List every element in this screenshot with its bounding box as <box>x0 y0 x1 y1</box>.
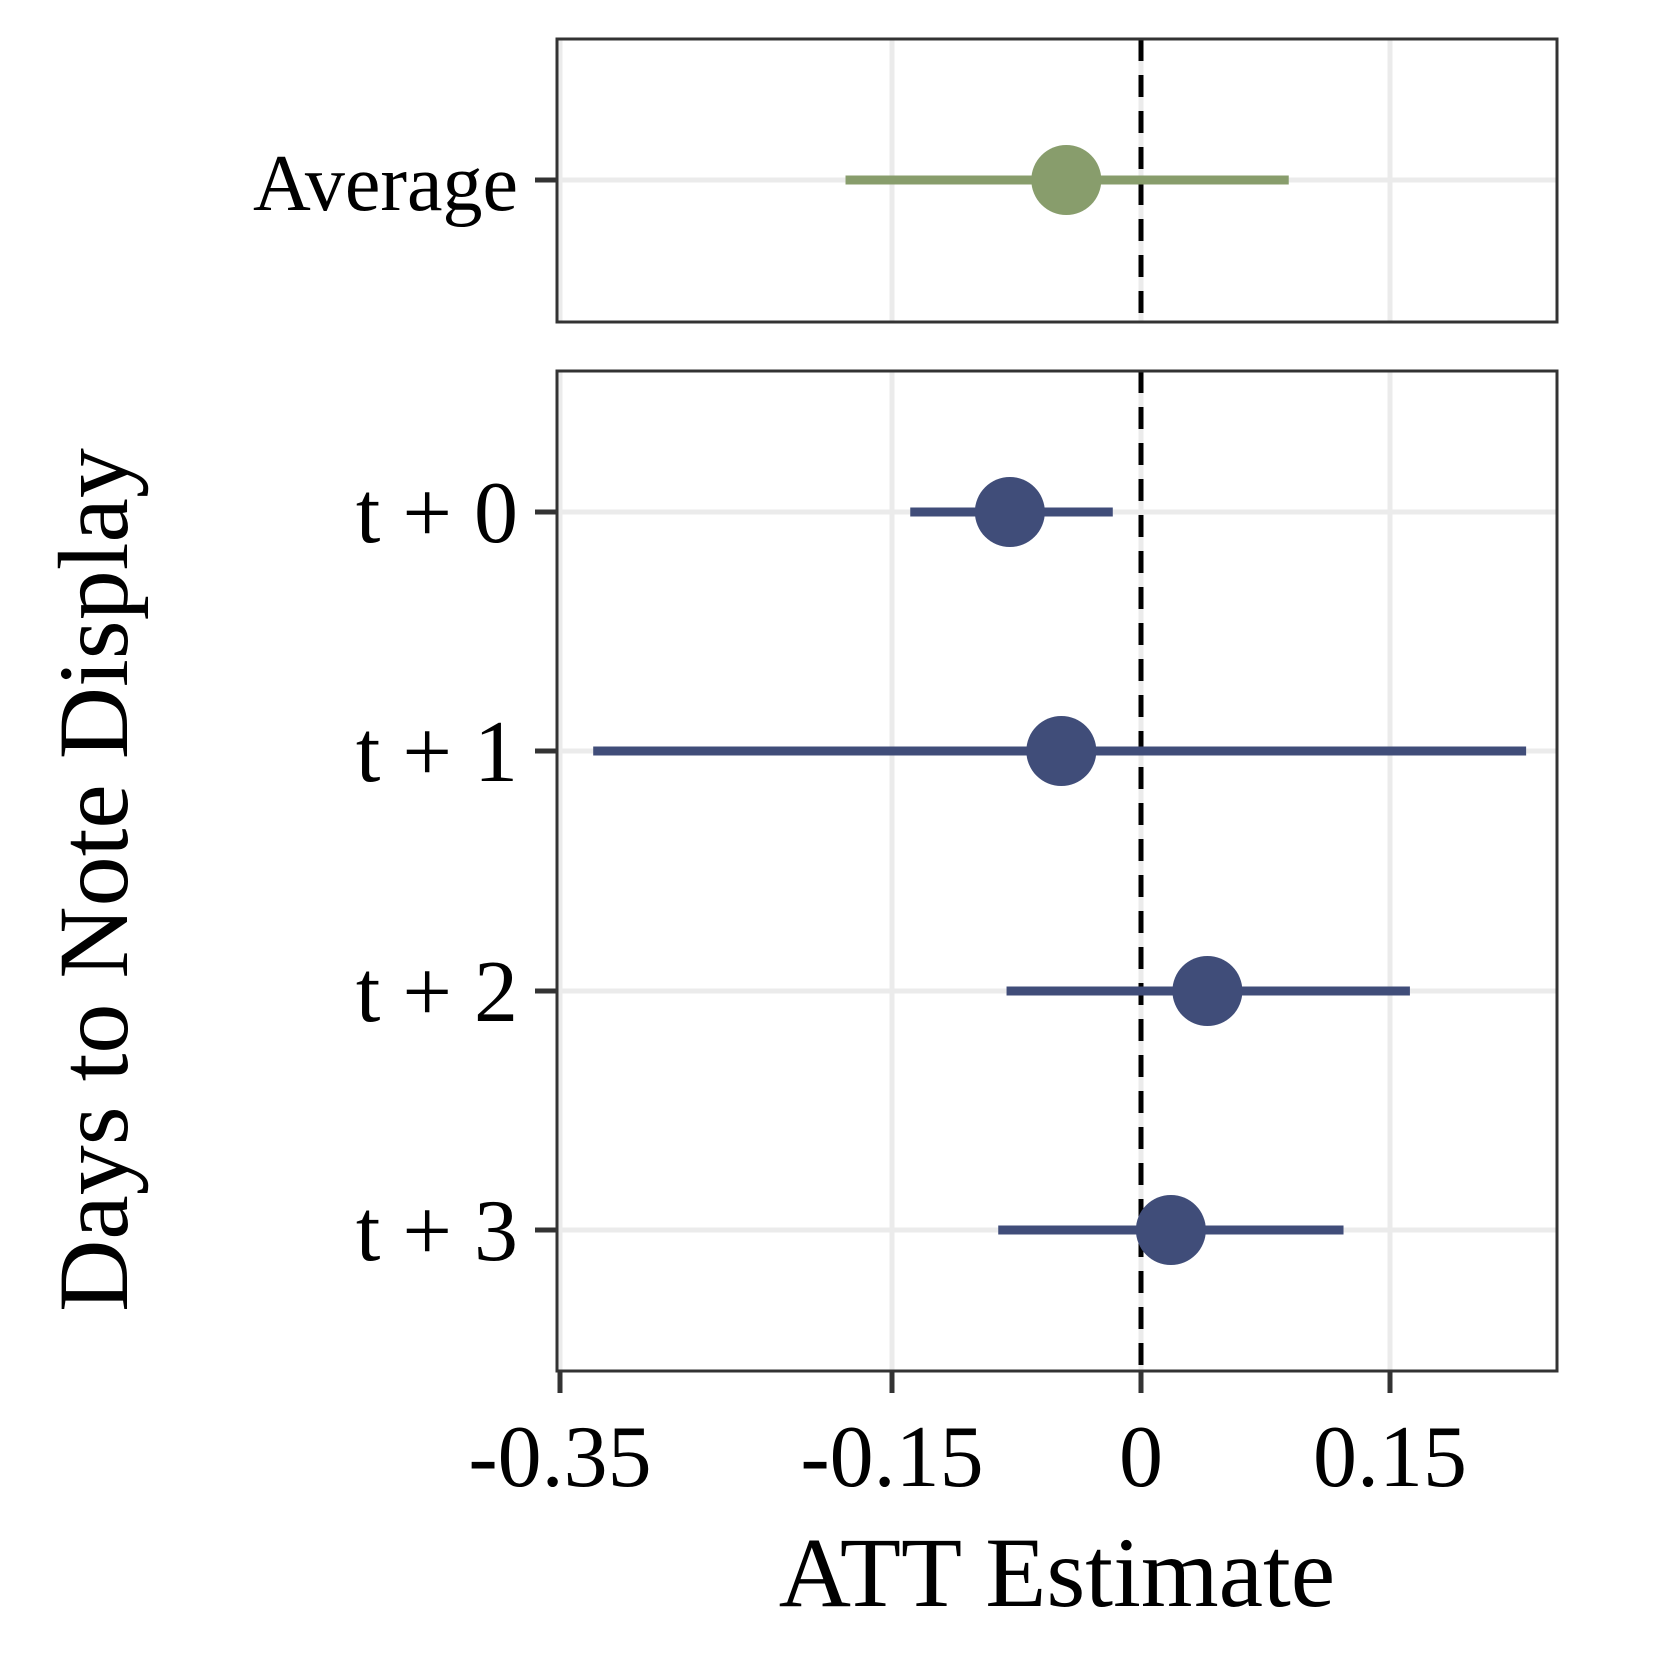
days-ylabel-0: t + 0 <box>356 465 518 562</box>
days-point-2 <box>1172 956 1243 1026</box>
average-border <box>555 37 1559 324</box>
x-tick-label-3: 0.15 <box>1313 1409 1467 1506</box>
average-point-0 <box>1031 145 1102 215</box>
x-axis: -0.35 -0.15 0 0.15 <box>468 1371 1467 1506</box>
days-ylabel-1: t + 1 <box>356 704 518 801</box>
y-axis-title: Days to Note Display <box>38 448 149 1312</box>
days-border <box>555 369 1559 1373</box>
days-ylabel-2: t + 2 <box>356 944 518 1041</box>
days-point-3 <box>1135 1195 1206 1265</box>
average-panel: Average <box>253 37 1559 324</box>
days-ylabel-3: t + 3 <box>356 1183 518 1280</box>
x-tick-label-2: 0 <box>1119 1409 1163 1506</box>
x-tick-label-0: -0.35 <box>468 1409 651 1506</box>
days-point-1 <box>1026 716 1097 786</box>
days-panel: t + 0 t + 1 t + 2 t + 3 <box>356 369 1559 1373</box>
x-tick-label-1: -0.15 <box>800 1409 983 1506</box>
days-point-0 <box>974 477 1045 547</box>
average-ylabel-0: Average <box>253 140 518 228</box>
x-axis-title: ATT Estimate <box>779 1517 1335 1628</box>
